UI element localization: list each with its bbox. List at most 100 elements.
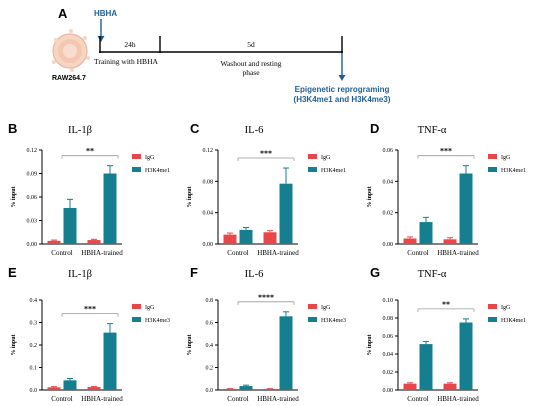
bar-igg-1 xyxy=(443,239,457,244)
panel-letter: D xyxy=(370,121,379,136)
legend-label: H3K4me1 xyxy=(145,168,170,174)
y-tick-label: 0.03 xyxy=(27,219,38,225)
y-tick-label: 0.04 xyxy=(203,211,214,217)
category-label: Control xyxy=(227,249,248,257)
panel-letter: C xyxy=(190,121,200,136)
chart-panel-f: F IL-6 0.0 0.2 0.4 0.6 0.8 % input Control HBHA-t… xyxy=(187,265,346,403)
significance-label: **** xyxy=(258,293,274,302)
y-tick-label: 0.1 xyxy=(30,366,38,372)
chart-panel-d: D TNF-α 0.00 0.02 0.04 0.06 % input Control HBHA… xyxy=(367,121,526,257)
legend-swatch xyxy=(132,167,141,172)
panel-letter: E xyxy=(8,265,17,280)
panel-letter: B xyxy=(8,121,17,136)
bar-h3k4me1-0 xyxy=(419,222,433,244)
legend-swatch xyxy=(132,317,141,322)
chart-title: TNF-α xyxy=(418,269,447,280)
bar-igg-1 xyxy=(263,388,277,390)
step1-label: Training with HBHA xyxy=(94,57,158,66)
y-tick-label: 0.02 xyxy=(383,370,394,376)
legend-label: IgG xyxy=(321,155,331,161)
legend-swatch xyxy=(488,154,497,159)
y-tick-label: 0.3 xyxy=(30,321,38,327)
y-tick-label: 0.04 xyxy=(383,352,394,358)
bar-h3k4me1-1 xyxy=(459,173,473,244)
legend-label: H3K4me1 xyxy=(501,318,526,324)
legend-swatch xyxy=(308,317,317,322)
y-axis-label: % input xyxy=(11,334,17,355)
legend-label: IgG xyxy=(321,305,331,311)
chart-panel-b: B IL-1β 0.00 0.03 0.06 0.09 0.12 % input Control… xyxy=(8,121,170,257)
bar-h3k4me1-0 xyxy=(239,229,253,244)
chart-panel-g: G TNF-α 0.00 0.02 0.04 0.06 0.08 0.10 % input Con… xyxy=(367,265,526,403)
legend-swatch xyxy=(132,304,141,309)
category-label: Control xyxy=(51,249,72,257)
schematic-panel: A RAW264.7 HBHA 24h 5d Training with HBH… xyxy=(52,6,391,104)
bar-h3k4me1-0 xyxy=(63,207,77,244)
outcome-line2: (H3K4me1 and H3K4me3) xyxy=(294,95,391,104)
significance-label: ** xyxy=(442,300,450,309)
y-tick-label: 0.6 xyxy=(206,321,214,327)
category-label: HBHA-trained xyxy=(81,249,123,257)
chart-title: IL-6 xyxy=(245,125,264,136)
y-tick-label: 0.00 xyxy=(27,242,38,248)
legend-label: IgG xyxy=(145,305,155,311)
y-tick-label: 0.06 xyxy=(383,334,394,340)
legend-swatch xyxy=(132,154,141,159)
bar-igg-0 xyxy=(47,240,61,244)
legend-swatch xyxy=(488,167,497,172)
y-tick-label: 0.8 xyxy=(206,298,214,304)
outcome-arrow-head xyxy=(338,75,346,81)
agent-label: HBHA xyxy=(94,9,117,18)
category-label: HBHA-trained xyxy=(257,395,299,403)
bar-igg-1 xyxy=(263,232,277,244)
bar-igg-1 xyxy=(87,387,101,390)
bar-igg-0 xyxy=(403,383,417,390)
legend-label: IgG xyxy=(145,155,155,161)
bar-h3k4me1-1 xyxy=(459,322,473,390)
y-axis-label: % input xyxy=(367,334,373,355)
step2-duration: 5d xyxy=(247,40,255,49)
cell-icon xyxy=(52,29,90,72)
bar-h3k4me1-1 xyxy=(103,173,117,244)
category-label: HBHA-trained xyxy=(437,395,479,403)
y-tick-label: 0.0 xyxy=(206,388,214,394)
y-tick-label: 0.00 xyxy=(383,242,394,248)
y-tick-label: 0.12 xyxy=(203,148,214,154)
y-axis-label: % input xyxy=(187,334,193,355)
legend-label: IgG xyxy=(501,305,511,311)
y-tick-label: 0.0 xyxy=(30,388,38,394)
chart-title: IL-1β xyxy=(68,125,92,136)
step1-duration: 24h xyxy=(124,40,136,49)
legend-swatch xyxy=(308,304,317,309)
bar-h3k4me1-0 xyxy=(419,344,433,390)
category-label: Control xyxy=(51,395,72,403)
category-label: Control xyxy=(407,395,428,403)
y-tick-label: 0.08 xyxy=(383,316,394,322)
legend-label: H3K4me3 xyxy=(145,318,170,324)
charts-container: B IL-1β 0.00 0.03 0.06 0.09 0.12 % input Control… xyxy=(8,121,526,403)
panel-letter-a: A xyxy=(58,6,68,21)
y-axis-label: % input xyxy=(187,186,193,207)
significance-label: *** xyxy=(260,149,272,158)
y-tick-label: 0.10 xyxy=(383,298,394,304)
outcome-line1: Epigenetic reprograming xyxy=(295,85,390,94)
category-label: Control xyxy=(407,249,428,257)
y-tick-label: 0.00 xyxy=(383,388,394,394)
legend-swatch xyxy=(488,317,497,322)
chart-title: IL-6 xyxy=(245,269,264,280)
bar-h3k4me1-1 xyxy=(279,183,293,244)
y-tick-label: 0.02 xyxy=(383,211,394,217)
bar-h3k4me3-0 xyxy=(63,380,77,390)
y-tick-label: 0.00 xyxy=(203,242,214,248)
y-tick-label: 0.08 xyxy=(203,179,214,185)
significance-label: *** xyxy=(440,147,452,156)
y-tick-label: 0.06 xyxy=(383,148,394,154)
bar-h3k4me3-1 xyxy=(103,332,117,390)
y-tick-label: 0.04 xyxy=(383,179,394,185)
category-label: Control xyxy=(227,395,248,403)
category-label: HBHA-trained xyxy=(81,395,123,403)
legend-label: H3K4me1 xyxy=(321,168,346,174)
significance-label: *** xyxy=(84,305,96,314)
legend-swatch xyxy=(308,154,317,159)
